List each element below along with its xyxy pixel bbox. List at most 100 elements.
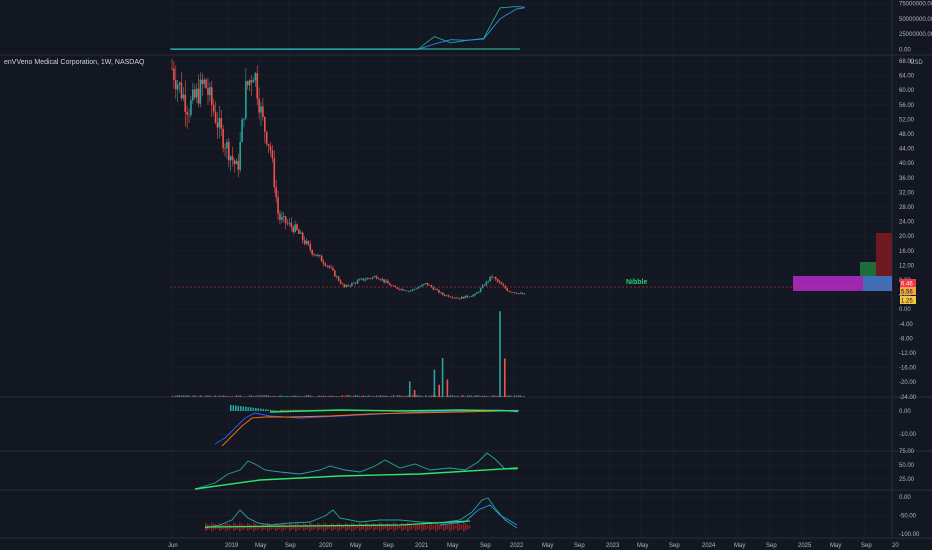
candle-body	[402, 288, 404, 291]
volume-bar	[478, 395, 480, 397]
oscillator-bar	[463, 522, 465, 532]
oscillator-bar	[377, 525, 379, 529]
rsi-y-axis: 75.00 50.00 25.00	[899, 449, 915, 483]
volume-bar	[464, 396, 467, 397]
oscillator-bar	[405, 525, 407, 529]
volume-bar	[515, 395, 518, 397]
volume-bar	[461, 395, 463, 397]
volume-bar	[300, 396, 302, 397]
oscillator-bar	[385, 525, 387, 529]
volume-bar	[476, 395, 478, 397]
oscillator-bar	[371, 525, 373, 529]
volume-bar	[294, 395, 296, 397]
candle-body	[353, 282, 355, 284]
volume-bar	[218, 395, 221, 397]
oscillator-bar	[443, 523, 445, 531]
candle-body	[330, 267, 332, 268]
volume-spike	[441, 358, 444, 397]
candle-body	[309, 244, 312, 250]
candle-body	[241, 119, 243, 143]
volume-bar	[390, 395, 393, 397]
candle-body	[176, 84, 179, 90]
y-tick-label: 75.00	[899, 449, 915, 455]
y-tick-label: -24.00	[899, 395, 917, 401]
candle-body	[311, 249, 313, 255]
candle-body	[284, 216, 287, 224]
volume-bar	[228, 396, 230, 397]
candle-body	[313, 254, 315, 255]
grid-lines	[170, 0, 897, 538]
volume-bar	[188, 395, 190, 397]
oscillator-bar	[395, 523, 397, 531]
volume-bar	[201, 396, 204, 397]
volume-bar	[479, 396, 482, 397]
candle-body	[190, 100, 192, 115]
macd-histogram-bar	[235, 405, 237, 411]
candle-body	[250, 80, 253, 83]
volume-bar	[425, 395, 427, 397]
oscillator-bar	[325, 523, 327, 531]
volume-bar	[296, 395, 298, 397]
candle-body	[438, 289, 440, 293]
volume-bar	[256, 395, 258, 397]
macd-histogram-bar	[250, 407, 252, 411]
volume-bar	[171, 395, 173, 397]
volume-bar	[389, 396, 391, 397]
volume-bar	[345, 395, 347, 397]
x-tick-label: Sep	[574, 543, 585, 549]
candle-body	[199, 79, 202, 104]
volume-bar	[281, 395, 283, 397]
oscillator-bar	[335, 525, 337, 529]
oscillator-bar	[419, 525, 421, 529]
volume-bar	[372, 395, 374, 397]
oscillator-bar	[399, 525, 401, 529]
oscillator-bar	[425, 524, 427, 530]
candle-body	[182, 94, 185, 99]
candle-body	[375, 276, 378, 279]
candle-body	[337, 276, 340, 281]
candle-body	[341, 283, 344, 285]
volume-bar	[349, 395, 351, 397]
candle-body	[521, 292, 524, 295]
oscillator-bar	[297, 523, 299, 531]
volume-bar	[337, 396, 340, 397]
volume-bar	[368, 395, 370, 397]
volume-bar	[487, 396, 489, 397]
volume-bar	[254, 395, 257, 397]
macd-histogram-bar	[272, 410, 275, 411]
oscillator-bar	[307, 525, 309, 529]
y-tick-label: 4.00	[899, 293, 911, 299]
volume-bar	[398, 395, 400, 397]
candle-body	[224, 148, 226, 149]
volume-bar	[430, 395, 433, 397]
candle-body	[483, 285, 486, 286]
oscillator-bar	[373, 523, 375, 531]
volume-bar	[211, 396, 213, 397]
oscillator-bar	[303, 523, 305, 531]
volume-bar	[508, 395, 510, 397]
volume-bar	[447, 395, 450, 397]
volume-bar	[184, 395, 186, 397]
candle-body	[328, 265, 330, 268]
volume-bar	[489, 396, 491, 397]
oscillator-bar	[355, 524, 357, 530]
volume-bar	[375, 395, 378, 397]
oscillator-bar	[461, 525, 463, 529]
candle-body	[281, 217, 283, 220]
candle-body	[222, 128, 224, 149]
candle-body	[447, 295, 450, 297]
oscillator-bar	[387, 523, 389, 531]
oscillator-bar	[349, 525, 351, 529]
candle-body	[415, 288, 418, 290]
macd-histogram-bar	[292, 409, 295, 411]
oscillator-bar	[341, 524, 343, 530]
candle-body	[428, 285, 431, 286]
oscillator-bar	[305, 524, 307, 530]
candle-body	[305, 241, 308, 244]
x-tick-label: May	[255, 543, 266, 549]
y-tick-label: 0.00	[899, 409, 911, 415]
candle-body	[500, 282, 503, 285]
candle-body	[366, 278, 368, 280]
candle-body	[406, 290, 408, 292]
